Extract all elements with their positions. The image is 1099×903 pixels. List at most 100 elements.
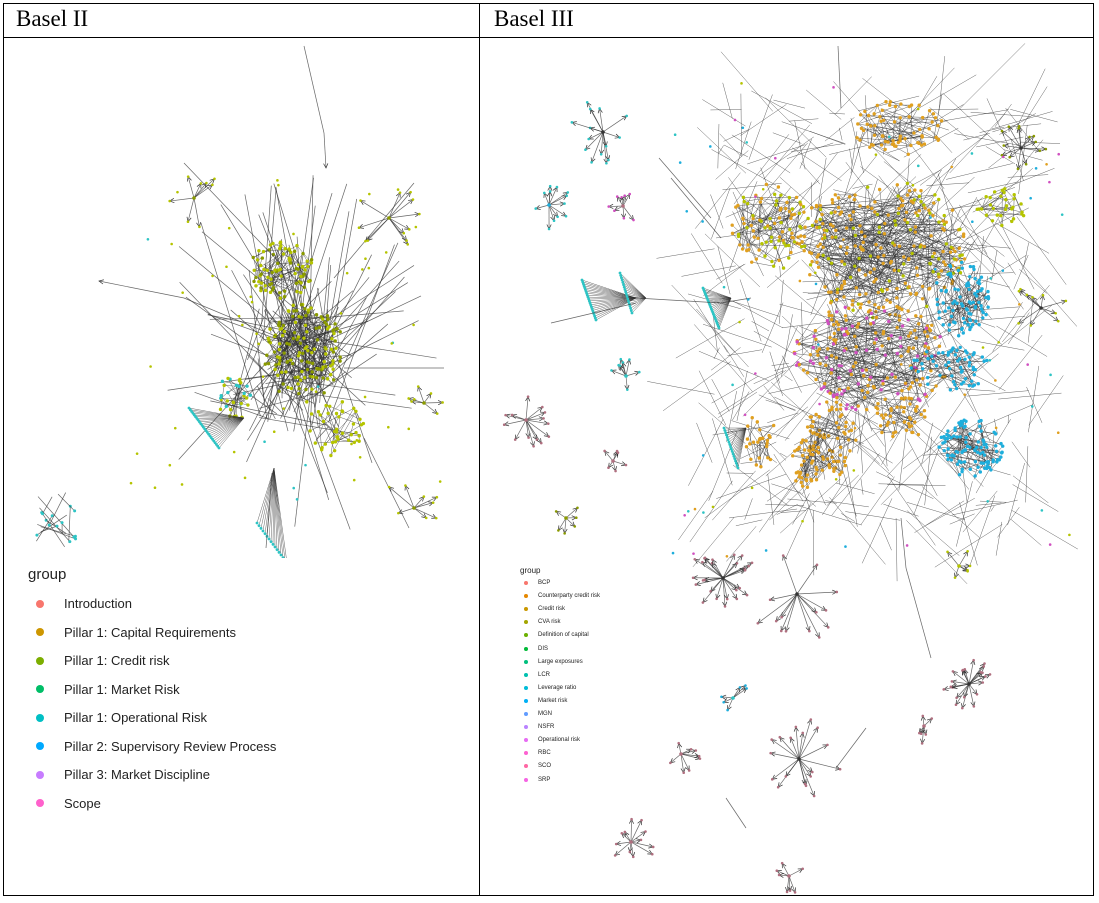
graph-node [628,192,632,196]
graph-edge [780,479,841,534]
graph-edge [923,293,947,348]
graph-node [816,445,820,450]
graph-node [754,372,757,375]
graph-node [812,334,816,338]
graph-node [967,383,972,388]
graph-node [957,459,961,463]
graph-node [921,376,925,381]
graph-edge [234,385,237,417]
legend-item: MGN [524,711,552,717]
graph-node [334,427,339,431]
graph-node [973,305,978,309]
graph-node [907,415,912,420]
graph-node [933,193,937,197]
graph-edge [828,414,842,466]
graph-node [281,556,285,558]
graph-edge [608,205,624,207]
graph-edge [548,191,551,206]
graph-node [994,444,998,448]
graph-edge [670,177,722,239]
graph-edge [855,362,877,365]
graph-edge [236,385,243,418]
graph-node [844,545,847,548]
graph-node [830,367,834,372]
graph-edge [998,334,1043,390]
legend-swatch [524,633,528,638]
graph-edge [776,326,798,373]
graph-node [865,185,870,189]
graph-edge [781,355,802,393]
graph-node [799,202,803,207]
graph-edge [927,369,976,378]
graph-node [942,688,946,691]
graph-node [275,355,280,359]
graph-node [234,383,239,388]
legend-swatch [524,620,528,625]
graph-edge [796,243,851,278]
graph-edge [791,143,843,152]
graph-edge [786,875,790,892]
graph-edge [826,230,877,245]
graph-edge [887,484,946,486]
legend-swatch [524,607,528,612]
graph-edge [820,205,890,282]
graph-node [776,185,781,189]
graph-node [338,355,342,359]
graph-edge [265,343,280,365]
graph-node [252,268,256,272]
graph-node [948,264,953,269]
graph-node [340,409,344,413]
graph-node [856,122,860,126]
graph-node [267,537,271,541]
graph-edge [689,480,733,543]
graph-node [853,244,857,248]
graph-node [789,216,793,221]
graph-node [798,224,802,229]
graph-edge [859,244,877,295]
graph-edge [308,393,412,409]
graph-edge [764,229,790,257]
graph-node [960,450,964,455]
graph-edge [737,205,795,243]
graph-edge [798,320,828,344]
graph-node [289,358,293,362]
graph-node [930,717,934,720]
graph-node [927,127,931,131]
graph-node [916,432,921,437]
graph-edge [268,467,275,540]
graph-node [869,375,873,379]
graph-edge [866,319,900,410]
graph-edge [898,263,951,268]
graph-node [830,235,834,239]
graph-edge [979,500,1007,503]
graph-node [733,118,737,122]
graph-edge [884,374,903,418]
graph-edge [885,411,904,416]
graph-edge [874,116,881,136]
graph-node [843,305,848,309]
graph-node [944,242,949,246]
graph-edge [272,467,275,545]
graph-node [858,224,862,228]
graph-node [999,194,1003,198]
graph-node [853,334,857,339]
graph-node [834,356,839,360]
graph-edge [780,168,850,232]
legend-item: Leverage ratio [524,685,576,691]
graph-node [1017,322,1020,325]
graph-node [316,385,320,388]
graph-edge [678,743,682,755]
graph-edge [623,284,647,299]
graph-edge [753,427,787,461]
graph-node [321,376,325,380]
graph-node [777,239,781,243]
graph-edge [766,481,796,502]
graph-node [874,315,879,320]
graph-node [872,280,876,284]
graph-edge [797,236,876,305]
graph-edge [954,300,983,313]
graph-node [816,451,821,455]
graph-edge [602,131,607,164]
graph-node [818,402,821,406]
graph-node [805,455,810,459]
